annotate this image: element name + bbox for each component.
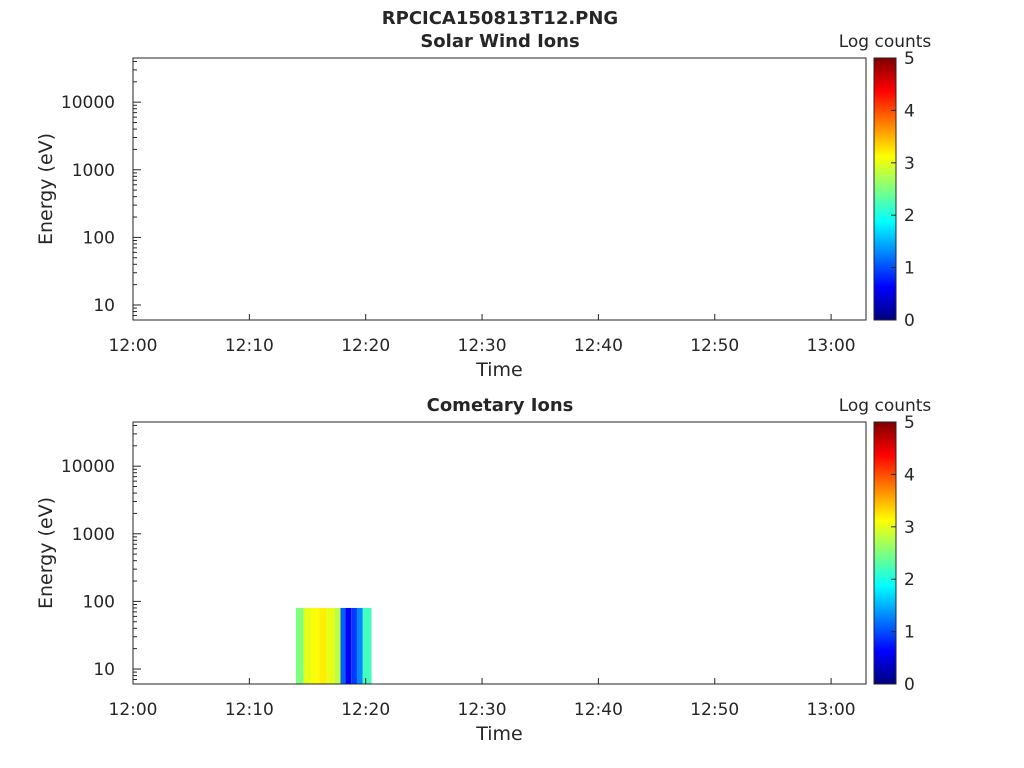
x-tick-label: 12:30 [458, 336, 507, 356]
colorbar-tick-label: 2 [904, 206, 915, 226]
heatmap-cell [334, 607, 341, 684]
colorbar-label: Log counts [839, 396, 932, 416]
colorbar [874, 58, 896, 320]
y-tick-label: 10 [93, 660, 115, 680]
x-tick-label: 12:10 [225, 700, 274, 720]
y-tick-label: 100 [83, 228, 115, 248]
x-tick-label: 12:40 [574, 700, 623, 720]
colorbar-tick-label: 3 [904, 154, 915, 174]
colorbar-frame [873, 421, 897, 685]
heatmap-cell [295, 607, 304, 684]
y-tick-label: 1000 [72, 525, 115, 545]
colorbar-tick-label: 4 [904, 101, 915, 121]
colorbar-tick-label: 1 [904, 623, 915, 643]
y-tick-label: 100 [83, 592, 115, 612]
colorbar-tick-label: 4 [904, 465, 915, 485]
solar-wind-ions-panel: Solar Wind Ions 12:00 12:10 12:20 12:30 12:40… [35, 31, 931, 381]
heatmap-cell [362, 607, 372, 684]
panel-title: Solar Wind Ions [420, 31, 579, 52]
heatmap-cell [356, 607, 363, 684]
colorbar [874, 422, 896, 684]
heatmap-cell [326, 607, 335, 684]
x-tick-label: 12:50 [690, 700, 739, 720]
colorbar-tick-label: 5 [904, 49, 915, 69]
y-tick-label: 10 [93, 296, 115, 316]
y-axis-label: Energy (eV) [35, 133, 57, 245]
colorbar-label: Log counts [839, 32, 932, 52]
x-tick-label: 12:20 [341, 700, 390, 720]
x-tick-label: 12:20 [341, 336, 390, 356]
colorbar-tick-label: 0 [904, 311, 915, 331]
plot-frame [132, 421, 867, 685]
x-tick-label: 12:10 [225, 336, 274, 356]
heatmap-cell [303, 607, 312, 684]
heatmap-cell [340, 607, 346, 684]
colorbar-tick-label: 2 [904, 570, 915, 590]
x-tick-label: 12:00 [109, 700, 158, 720]
colorbar-tick-label: 3 [904, 518, 915, 538]
x-tick-label: 12:30 [458, 700, 507, 720]
x-tick-label: 13:00 [807, 700, 856, 720]
x-axis-label: Time [475, 359, 523, 381]
figure-title: RPCICA150813T12.PNG [382, 8, 618, 29]
colorbar-tick-label: 1 [904, 259, 915, 279]
x-tick-label: 12:40 [574, 336, 623, 356]
y-tick-label: 10000 [61, 93, 115, 113]
plot-frame [132, 57, 867, 321]
x-tick-label: 12:50 [690, 336, 739, 356]
x-tick-label: 12:00 [109, 336, 158, 356]
x-axis-label: Time [475, 723, 523, 745]
y-tick-label: 1000 [72, 161, 115, 181]
y-axis-label: Energy (eV) [35, 497, 57, 609]
heatmap-cell [345, 607, 352, 684]
heatmap-cell [319, 607, 327, 684]
y-tick-label: 10000 [61, 457, 115, 477]
heatmap-cell [311, 607, 320, 684]
heatmap-cell [351, 607, 357, 684]
panel-title: Cometary Ions [427, 395, 574, 416]
x-tick-label: 13:00 [807, 336, 856, 356]
colorbar-tick-label: 0 [904, 675, 915, 695]
colorbar-frame [873, 57, 897, 321]
colorbar-tick-label: 5 [904, 413, 915, 433]
